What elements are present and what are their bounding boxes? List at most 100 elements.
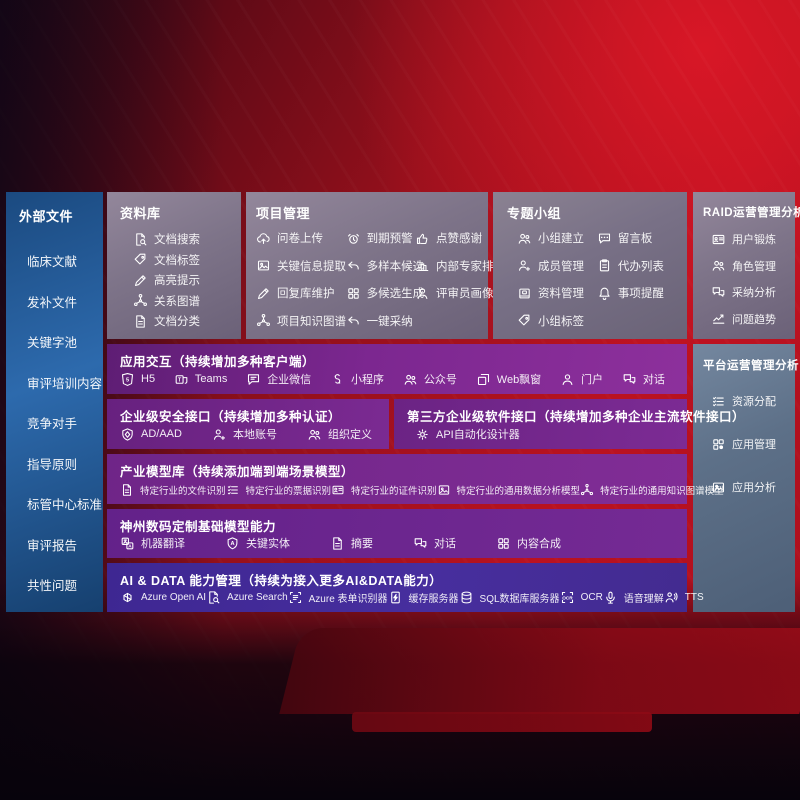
list-icon <box>226 483 240 497</box>
item-label: 一键采纳 <box>366 315 413 328</box>
item-tag: 小组标签 <box>517 313 597 329</box>
item-image: 特定行业的通用数据分析模型 <box>437 483 581 497</box>
item-label: Azure 表单识别器 <box>308 594 388 605</box>
item-label: 公众号 <box>423 374 457 386</box>
band-title: 神州数码定制基础模型能力 <box>120 520 277 534</box>
item-cloud-up: 问卷上传 <box>256 230 346 246</box>
item-label: 特定行业的通用数据分析模型 <box>456 486 581 497</box>
item-label: 特定行业的票据识别 <box>245 486 332 497</box>
item-reply: 一键采纳 <box>346 313 415 329</box>
item-label: 点赞感谢 <box>436 233 483 245</box>
pen-icon <box>133 273 148 288</box>
person-plus-icon <box>517 258 532 273</box>
item-thumb: 点赞感谢 <box>415 230 483 246</box>
s-curve-icon <box>330 372 345 387</box>
band-base-models: 神州数码定制基础模型能力 机器翻译 关键实体 摘要 对话 内容合成 <box>107 509 687 558</box>
item-graph: 项目知识图谱 <box>256 313 346 329</box>
item-bolt-doc: 缓存服务器 <box>388 590 459 605</box>
item-image: 应用分析 <box>711 479 795 495</box>
app-interaction-items: H5 Teams 企业微信 小程序 公众号 Web飘窗 门户 对话 <box>120 371 673 387</box>
sidebar-item: 指导原则 <box>27 457 78 472</box>
panel-title: 专题小组 <box>507 206 562 221</box>
form-icon <box>288 590 303 605</box>
item-pen: 高亮提示 <box>133 272 241 288</box>
background-laptop-shape <box>279 628 800 714</box>
clipboard-icon <box>597 258 612 273</box>
item-teams: Teams <box>174 371 227 387</box>
item-label: 用户锻炼 <box>732 234 776 246</box>
item-gear: API自动化设计器 <box>415 426 520 442</box>
item-people: 组织定义 <box>307 426 372 442</box>
item-bbs: 留言板 <box>597 230 687 246</box>
panel-title: 平台运营管理分析 <box>703 360 799 372</box>
ocr-icon <box>560 590 575 605</box>
sidebar-item: 竞争对手 <box>27 417 78 431</box>
reply-icon <box>346 313 361 328</box>
item-window: Web飘窗 <box>476 371 541 387</box>
band-security-api: 企业级安全接口（持续增加多种认证） AD/AAD 本地账号 组织定义 <box>107 399 389 449</box>
project-management-items: 问卷上传 到期预警 点赞感谢 关键信息提取 多样本候选 内部专家排名 回复库维护 多候选生成评… <box>256 230 505 329</box>
data-library-items: 文档搜索 文档标签 高亮提示 关系图谱 文档分类 <box>120 231 241 329</box>
shield-icon <box>120 427 135 442</box>
band-title: 企业级安全接口（持续增加多种认证） <box>120 410 342 424</box>
item-person-plus: 成员管理 <box>517 258 597 274</box>
item-label: 语音理解 <box>623 594 664 605</box>
item-doc: 文档分类 <box>133 313 241 329</box>
item-label: AD/AAD <box>141 428 182 440</box>
bbs-icon <box>597 231 612 246</box>
band-title: 产业模型库（持续添加端到端场景模型） <box>120 465 355 479</box>
item-id-card: 特定行业的证件识别 <box>331 483 437 497</box>
doc-icon <box>133 314 148 329</box>
item-label: 问题趋势 <box>732 313 776 326</box>
item-label: 成员管理 <box>538 260 584 273</box>
external-files-list: 临床文献 发补文件 关键字池 审评培训内容 竞争对手 指导原则 标管中心标准 审评报告 共性问题 <box>6 251 103 594</box>
item-label: 关键实体 <box>246 538 290 550</box>
sidebar-item: 标管中心标准 <box>27 498 103 512</box>
item-label: SQL数据库服务器 <box>479 594 560 605</box>
item-label: 代办列表 <box>617 260 664 273</box>
tag-icon <box>133 252 148 267</box>
item-chat-pair: 对话 <box>413 535 456 551</box>
item-translate: 机器翻译 <box>120 535 185 551</box>
panel-title: 资料库 <box>120 206 161 221</box>
item-form: Azure 表单识别器 <box>288 590 388 605</box>
alarm-icon <box>346 231 361 246</box>
item-list: 资源分配 <box>711 393 795 409</box>
topic-groups-items: 小组建立 留言板 成员管理 代办列表 资料管理 事项提醒 小组标签 <box>507 230 687 329</box>
item-label: API自动化设计器 <box>436 429 520 441</box>
item-label: 企业微信 <box>267 374 312 386</box>
item-label: 资料管理 <box>538 288 584 301</box>
panel-title: RAID运营管理分析 <box>703 207 800 219</box>
item-label: 内容合成 <box>517 538 561 550</box>
item-image: 关键信息提取 <box>256 258 346 274</box>
item-label: H5 <box>141 373 156 385</box>
pen-icon <box>256 286 271 301</box>
item-doc-search: 文档搜索 <box>133 231 241 247</box>
item-chat: 企业微信 <box>246 371 311 387</box>
reply-icon <box>346 258 361 273</box>
item-label: 资源分配 <box>732 396 776 408</box>
chat-icon <box>246 372 261 387</box>
chat-pair-icon <box>711 285 726 300</box>
item-label: 留言板 <box>617 233 653 245</box>
item-people: 公众号 <box>403 371 457 387</box>
thumb-icon <box>415 231 430 246</box>
item-label: OCR <box>580 592 603 603</box>
item-label: 应用分析 <box>732 482 776 494</box>
mic-icon <box>603 590 618 605</box>
item-apps: 应用管理 <box>711 436 795 452</box>
panel-external-files: 外部文件 临床文献 发补文件 关键字池 审评培训内容 竞争对手 指导原则 标管中心标准 审评报… <box>6 192 103 612</box>
item-label: 本地账号 <box>232 429 277 441</box>
item-doc-search: Azure Search <box>206 590 288 605</box>
item-s-curve: 小程序 <box>330 371 384 387</box>
band-title: 应用交互（持续增加多种客户端） <box>120 355 316 369</box>
item-chat-pair: 对话 <box>622 371 665 387</box>
panel-title: 项目管理 <box>256 206 311 221</box>
item-clipboard: 代办列表 <box>597 258 687 274</box>
gear-icon <box>415 427 430 442</box>
item-label: Web飘窗 <box>496 374 542 386</box>
item-alarm: 到期预警 <box>346 230 415 246</box>
item-label: 多样本候选 <box>366 260 425 273</box>
item-id-card: 用户锻炼 <box>711 231 795 247</box>
doc-search-icon <box>206 590 221 605</box>
